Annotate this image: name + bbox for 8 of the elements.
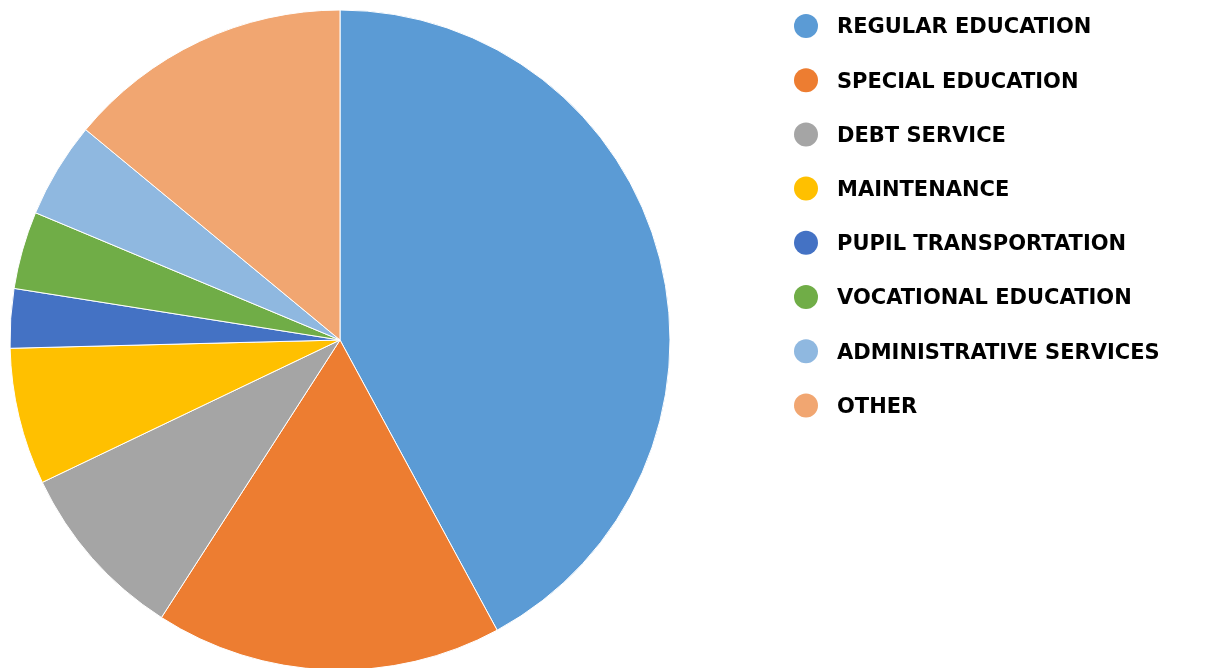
legend-label: SPECIAL EDUCATION: [837, 68, 1079, 93]
legend-label: DEBT SERVICE: [837, 122, 1006, 147]
legend-label: VOCATIONAL EDUCATION: [837, 285, 1132, 310]
legend-label: OTHER: [837, 393, 918, 418]
legend-label: ADMINISTRATIVE SERVICES: [837, 339, 1160, 364]
legend-label: REGULAR EDUCATION: [837, 14, 1092, 39]
legend-label: PUPIL TRANSPORTATION: [837, 231, 1127, 256]
legend-label: MAINTENANCE: [837, 176, 1010, 201]
